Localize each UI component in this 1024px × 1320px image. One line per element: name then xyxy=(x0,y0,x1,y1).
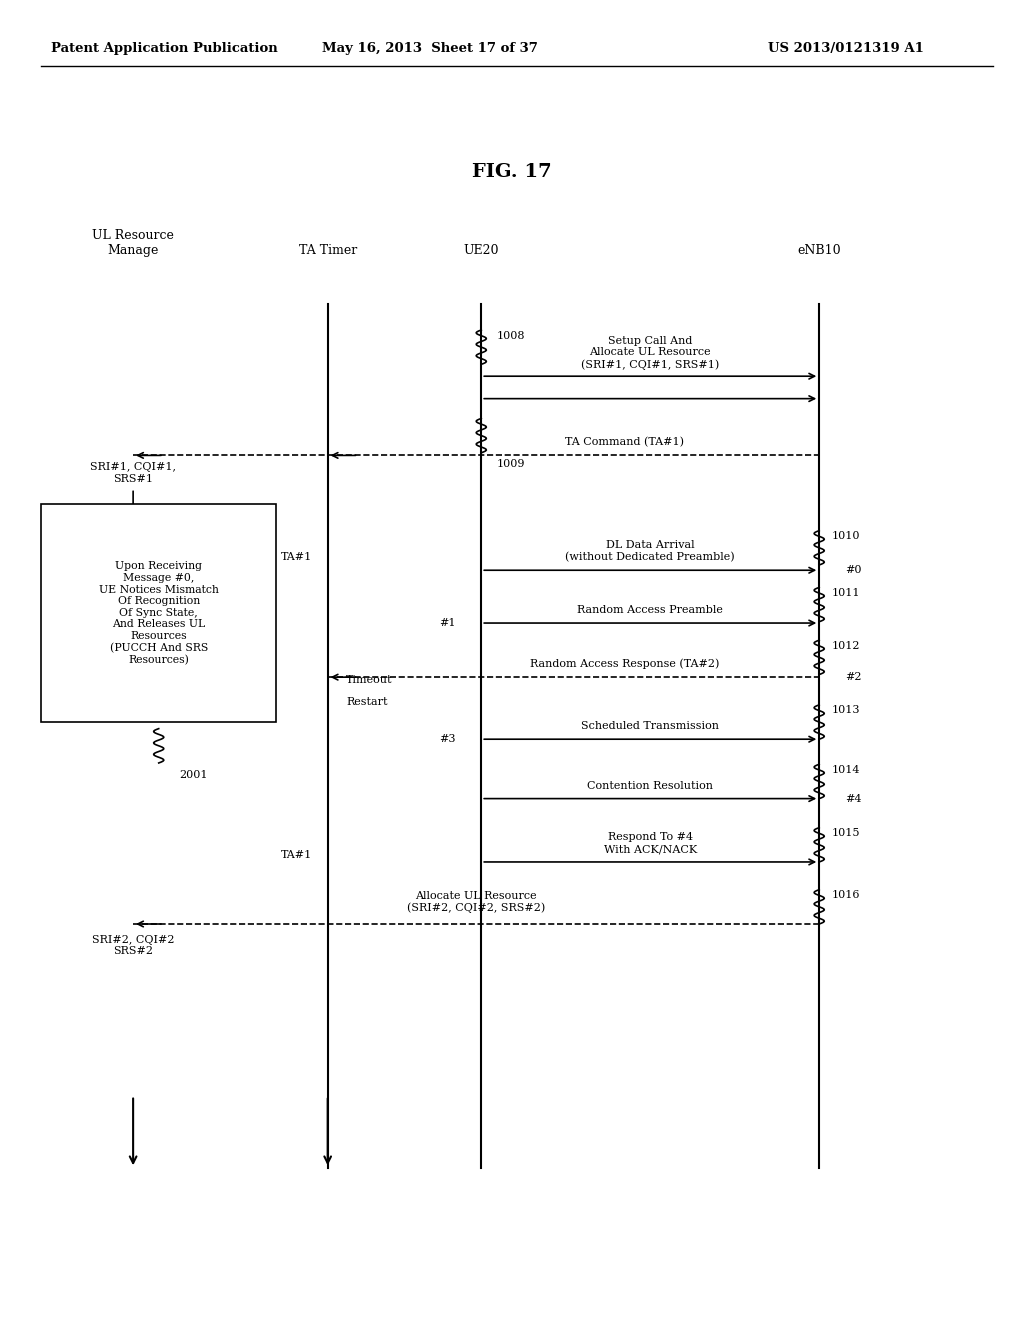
Text: SRI#1, CQI#1,
SRS#1: SRI#1, CQI#1, SRS#1 xyxy=(90,462,176,483)
Text: TA Command (TA#1): TA Command (TA#1) xyxy=(565,437,684,447)
Text: TA Timer: TA Timer xyxy=(299,244,356,257)
Text: 1013: 1013 xyxy=(831,705,860,715)
Text: #1: #1 xyxy=(439,618,456,628)
Text: Setup Call And
Allocate UL Resource
(SRI#1, CQI#1, SRS#1): Setup Call And Allocate UL Resource (SRI… xyxy=(581,335,720,370)
Text: 1010: 1010 xyxy=(831,531,860,541)
Text: Allocate UL Resource
(SRI#2, CQI#2, SRS#2): Allocate UL Resource (SRI#2, CQI#2, SRS#… xyxy=(407,891,546,913)
Text: 1011: 1011 xyxy=(831,587,860,598)
Text: Random Access Response (TA#2): Random Access Response (TA#2) xyxy=(530,659,719,669)
Text: 1009: 1009 xyxy=(497,459,525,470)
Text: Contention Resolution: Contention Resolution xyxy=(587,780,714,791)
Text: 1008: 1008 xyxy=(497,330,525,341)
Text: Scheduled Transmission: Scheduled Transmission xyxy=(582,721,719,731)
Text: TA#1: TA#1 xyxy=(281,850,312,861)
Text: 2001: 2001 xyxy=(179,770,208,780)
Text: Timeout: Timeout xyxy=(346,675,392,685)
Text: 1012: 1012 xyxy=(831,640,860,651)
Text: Patent Application Publication: Patent Application Publication xyxy=(51,42,278,55)
Text: SRI#2, CQI#2
SRS#2: SRI#2, CQI#2 SRS#2 xyxy=(92,935,174,956)
Text: UE20: UE20 xyxy=(464,244,499,257)
Text: Respond To #4
With ACK/NACK: Respond To #4 With ACK/NACK xyxy=(603,833,697,854)
Text: #0: #0 xyxy=(845,565,861,576)
Text: #2: #2 xyxy=(845,672,861,682)
Text: Upon Receiving
Message #0,
UE Notices Mismatch
Of Recognition
Of Sync State,
And: Upon Receiving Message #0, UE Notices Mi… xyxy=(98,561,219,665)
Text: eNB10: eNB10 xyxy=(798,244,841,257)
Text: 1015: 1015 xyxy=(831,828,860,838)
Text: TA#1: TA#1 xyxy=(281,552,312,562)
FancyBboxPatch shape xyxy=(41,504,276,722)
Text: 1014: 1014 xyxy=(831,764,860,775)
Text: Random Access Preamble: Random Access Preamble xyxy=(578,605,723,615)
Text: DL Data Arrival
(without Dedicated Preamble): DL Data Arrival (without Dedicated Pream… xyxy=(565,540,735,562)
Text: May 16, 2013  Sheet 17 of 37: May 16, 2013 Sheet 17 of 37 xyxy=(323,42,538,55)
Text: #3: #3 xyxy=(439,734,456,744)
Text: UL Resource
Manage: UL Resource Manage xyxy=(92,230,174,257)
Text: FIG. 17: FIG. 17 xyxy=(472,162,552,181)
Text: 1016: 1016 xyxy=(831,890,860,900)
Text: US 2013/0121319 A1: US 2013/0121319 A1 xyxy=(768,42,924,55)
Text: #4: #4 xyxy=(845,793,861,804)
Text: Restart: Restart xyxy=(346,697,388,708)
